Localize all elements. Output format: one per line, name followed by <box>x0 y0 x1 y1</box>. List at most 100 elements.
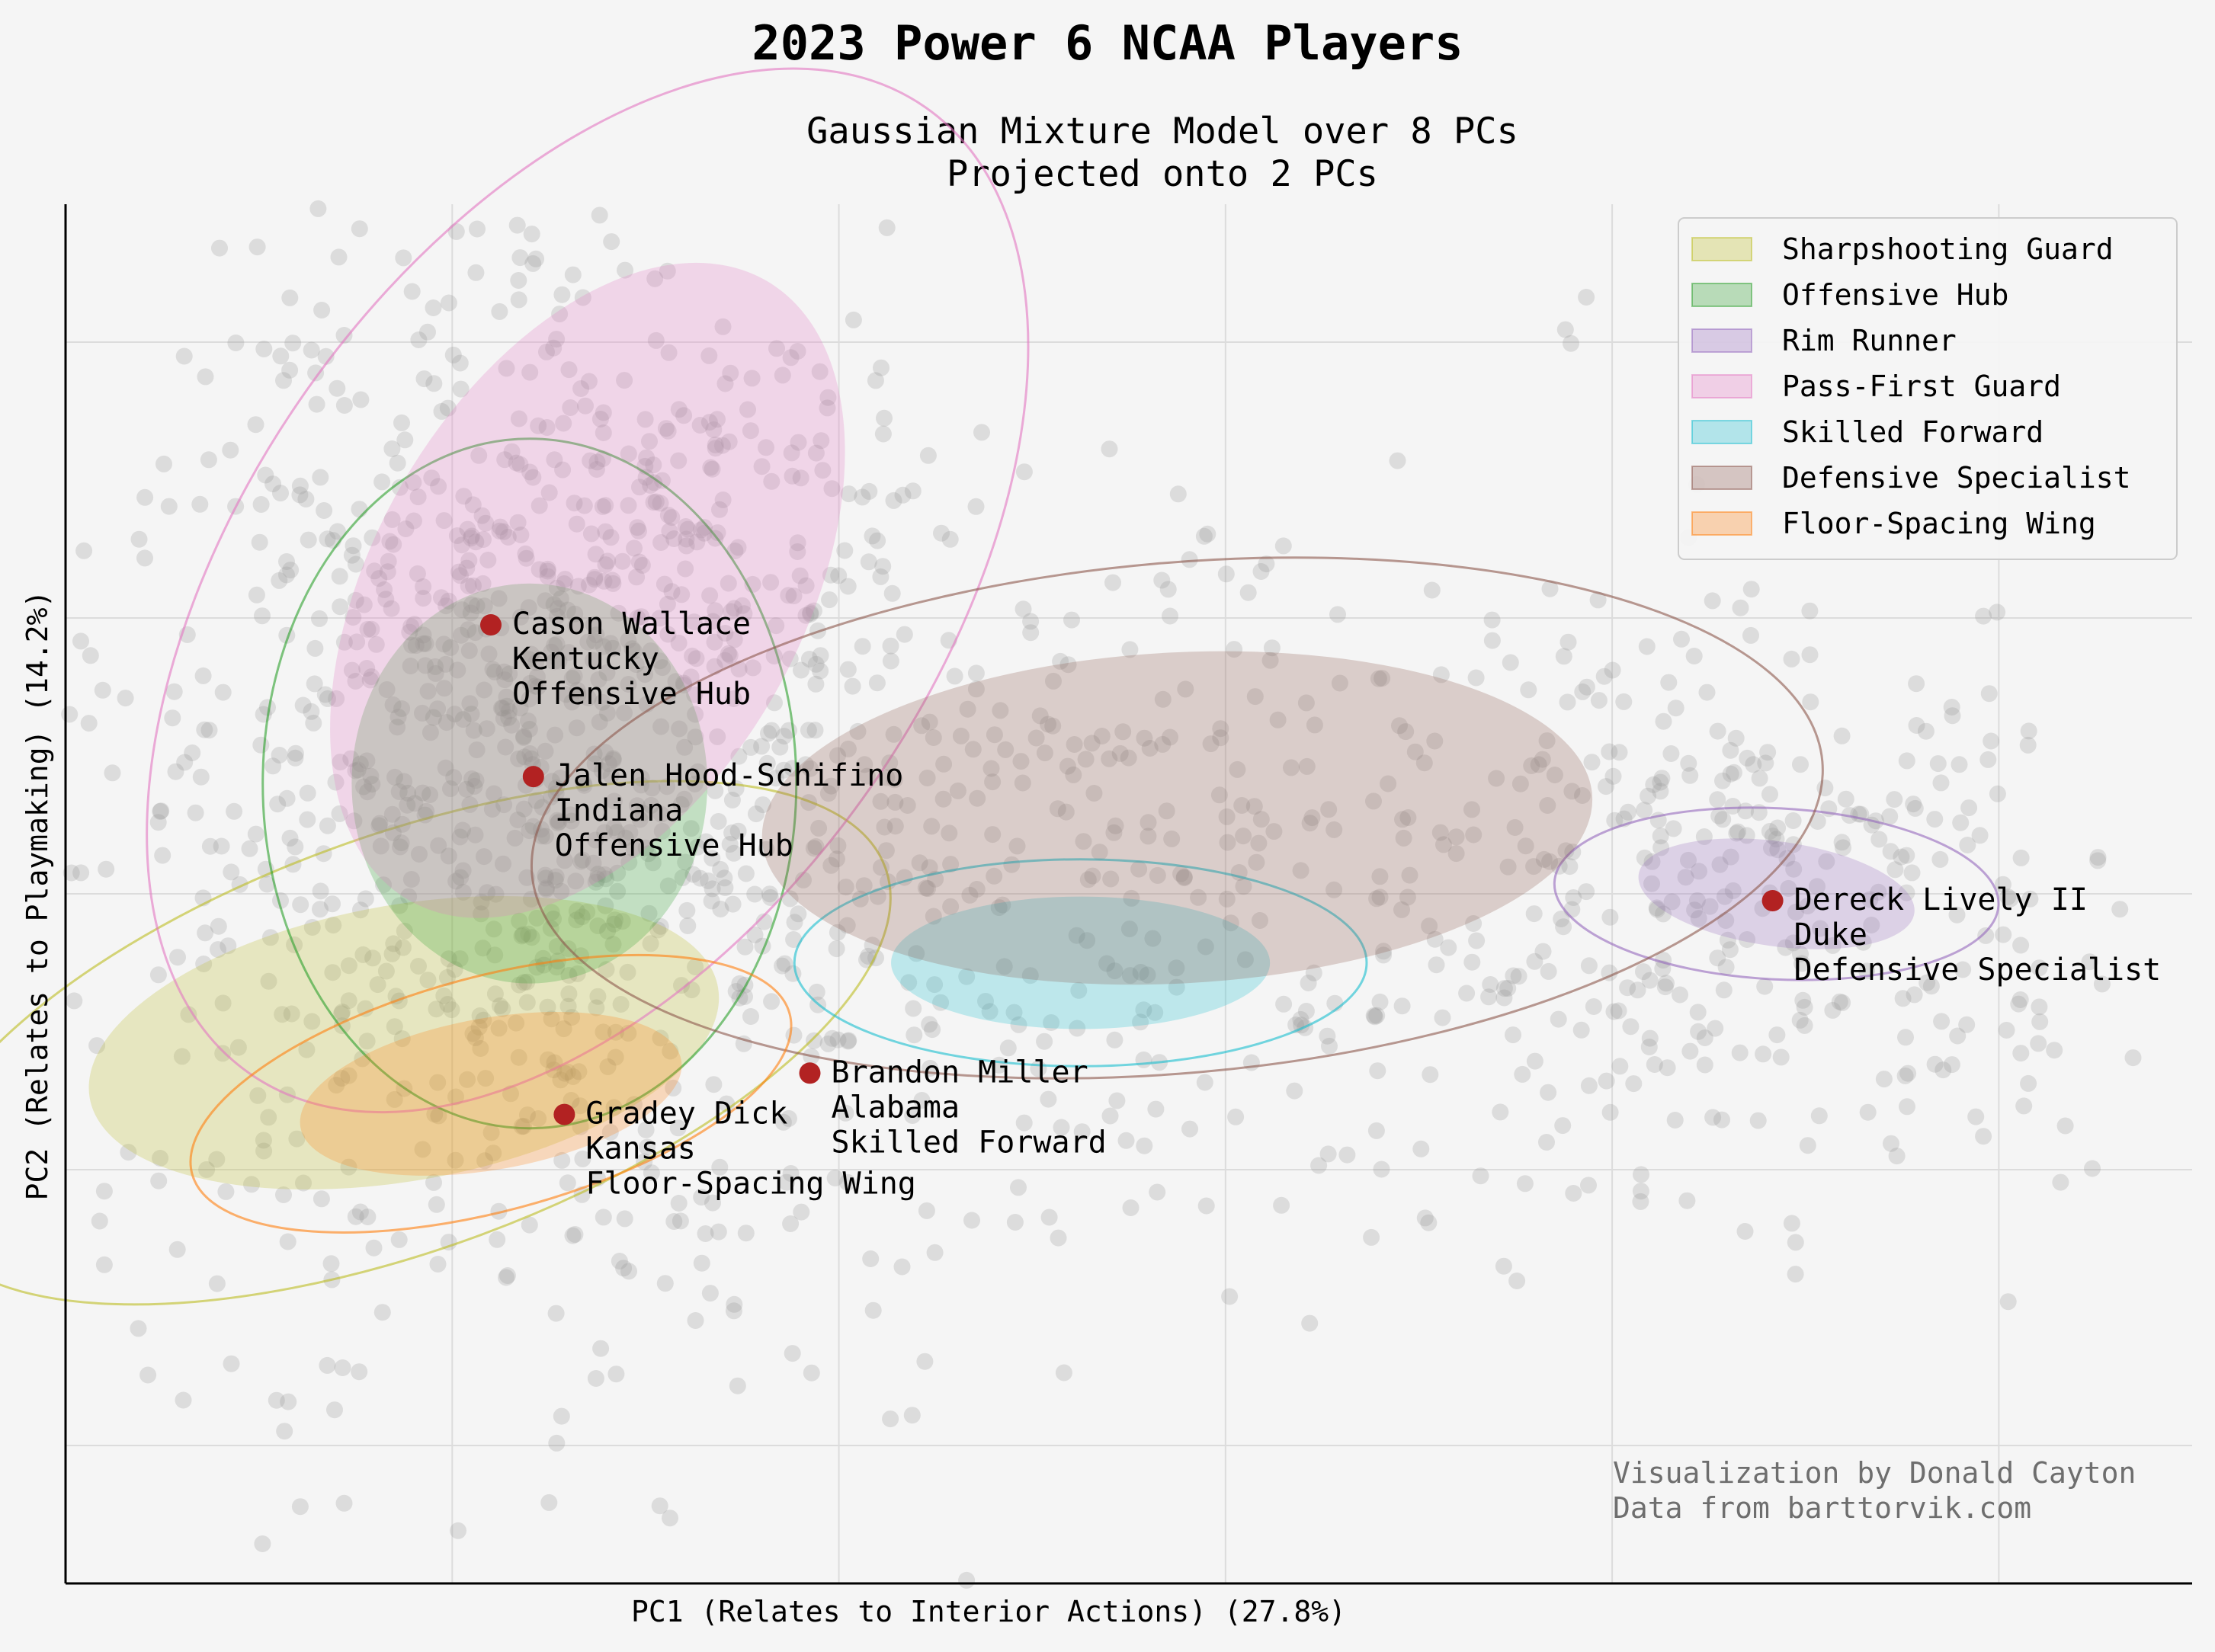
background-point <box>1135 1001 1152 1019</box>
background-point <box>1606 812 1624 829</box>
background-point <box>1611 744 1628 761</box>
background-point <box>1777 939 1794 956</box>
background-point <box>498 360 515 377</box>
background-point <box>1420 1214 1438 1231</box>
background-point <box>335 327 353 344</box>
background-point <box>1724 798 1742 815</box>
background-point <box>617 261 633 279</box>
background-point <box>1711 856 1729 873</box>
background-point <box>433 402 450 420</box>
background-point <box>854 638 871 655</box>
background-point <box>1480 988 1498 1006</box>
background-point <box>510 410 527 427</box>
background-point <box>380 552 397 570</box>
background-point <box>437 759 454 776</box>
background-point <box>405 512 422 530</box>
background-point <box>1707 1020 1724 1037</box>
background-point <box>647 493 665 511</box>
background-point <box>537 592 554 610</box>
background-point <box>1329 606 1346 623</box>
background-point <box>312 901 329 918</box>
background-point <box>1399 809 1417 826</box>
background-point <box>619 963 636 981</box>
background-point <box>429 1256 447 1273</box>
background-point <box>659 507 677 524</box>
background-point <box>1310 1157 1328 1174</box>
background-point <box>149 814 167 831</box>
background-point <box>460 577 477 594</box>
background-point <box>515 1118 532 1135</box>
background-point <box>496 451 514 469</box>
background-point <box>352 901 369 919</box>
background-point <box>1559 633 1577 651</box>
background-point <box>676 738 694 756</box>
background-point <box>1338 1146 1356 1164</box>
background-point <box>281 289 299 306</box>
background-point <box>704 850 721 867</box>
background-point <box>269 796 287 813</box>
background-point <box>168 1241 186 1258</box>
background-point <box>415 590 432 607</box>
background-point <box>526 677 543 695</box>
background-point <box>569 578 587 595</box>
background-point <box>684 647 701 664</box>
background-point <box>697 1225 714 1242</box>
background-point <box>303 1013 321 1030</box>
background-point <box>476 597 493 615</box>
background-point <box>986 726 1003 744</box>
background-point <box>754 796 771 814</box>
background-point <box>1710 807 1728 824</box>
background-point <box>1325 821 1343 838</box>
background-point <box>422 786 438 803</box>
background-point <box>990 899 1008 917</box>
background-point <box>515 728 532 746</box>
background-point <box>597 523 614 540</box>
cluster-outer-ellipse-6 <box>189 953 793 1234</box>
background-point <box>299 811 316 828</box>
background-point <box>1553 911 1570 927</box>
background-point <box>415 578 432 595</box>
background-point <box>942 898 960 915</box>
background-point <box>774 367 791 384</box>
background-point <box>631 479 648 496</box>
background-point <box>255 1142 273 1160</box>
background-point <box>176 754 194 771</box>
background-point <box>564 266 582 283</box>
background-point <box>363 668 380 686</box>
background-point <box>791 567 809 584</box>
background-point <box>725 844 742 862</box>
background-point <box>682 820 700 837</box>
background-point <box>2002 890 2019 908</box>
background-point <box>1662 745 1680 762</box>
background-point <box>1520 681 1537 699</box>
background-point <box>167 763 184 780</box>
background-point <box>386 1090 403 1108</box>
background-point <box>211 239 228 257</box>
background-point <box>952 727 970 744</box>
background-point <box>88 1037 106 1055</box>
background-point <box>739 401 756 418</box>
background-point <box>734 597 751 614</box>
background-point <box>467 264 485 281</box>
background-point <box>807 675 825 693</box>
background-point <box>1073 1123 1091 1141</box>
background-point <box>402 871 420 888</box>
background-point <box>453 626 470 644</box>
background-point <box>1667 700 1684 717</box>
background-point <box>616 704 633 722</box>
background-point <box>722 364 739 382</box>
background-point <box>795 871 812 888</box>
background-point <box>411 846 428 863</box>
background-point <box>1784 934 1802 952</box>
background-point <box>495 709 512 727</box>
background-point <box>465 722 482 739</box>
background-point <box>675 407 693 424</box>
background-point <box>229 1039 247 1056</box>
background-point <box>1085 785 1103 802</box>
background-point <box>511 912 528 930</box>
background-point <box>217 1183 235 1200</box>
background-point <box>611 1253 628 1269</box>
background-point <box>610 604 627 622</box>
background-point <box>1655 712 1672 730</box>
background-point <box>491 522 508 539</box>
